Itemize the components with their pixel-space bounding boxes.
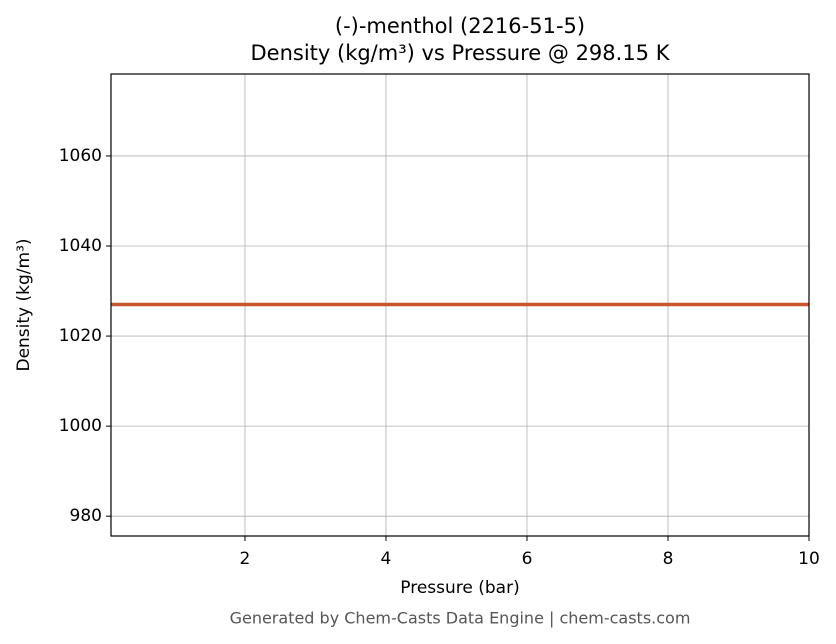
x-tick-label: 2 bbox=[240, 549, 251, 569]
x-tick-label: 4 bbox=[381, 549, 392, 569]
y-tick-label: 980 bbox=[70, 506, 102, 526]
y-tick-label: 1000 bbox=[59, 416, 102, 436]
x-axis-label: Pressure (bar) bbox=[400, 578, 519, 598]
x-tick-label: 8 bbox=[663, 549, 674, 569]
y-axis-label: Density (kg/m³) bbox=[14, 238, 34, 371]
y-tick-label: 1040 bbox=[59, 236, 102, 256]
chart-title: (-)-menthol (2216-51-5) bbox=[335, 14, 585, 38]
chart-subtitle: Density (kg/m³) vs Pressure @ 298.15 K bbox=[250, 41, 670, 65]
footer: Generated by Chem-Casts Data Engine | ch… bbox=[230, 609, 691, 628]
x-tick-label: 10 bbox=[798, 549, 820, 569]
x-tick-label: 6 bbox=[522, 549, 533, 569]
y-tick-label: 1060 bbox=[59, 146, 102, 166]
y-tick-label: 1020 bbox=[59, 326, 102, 346]
plot-frame bbox=[110, 73, 810, 537]
